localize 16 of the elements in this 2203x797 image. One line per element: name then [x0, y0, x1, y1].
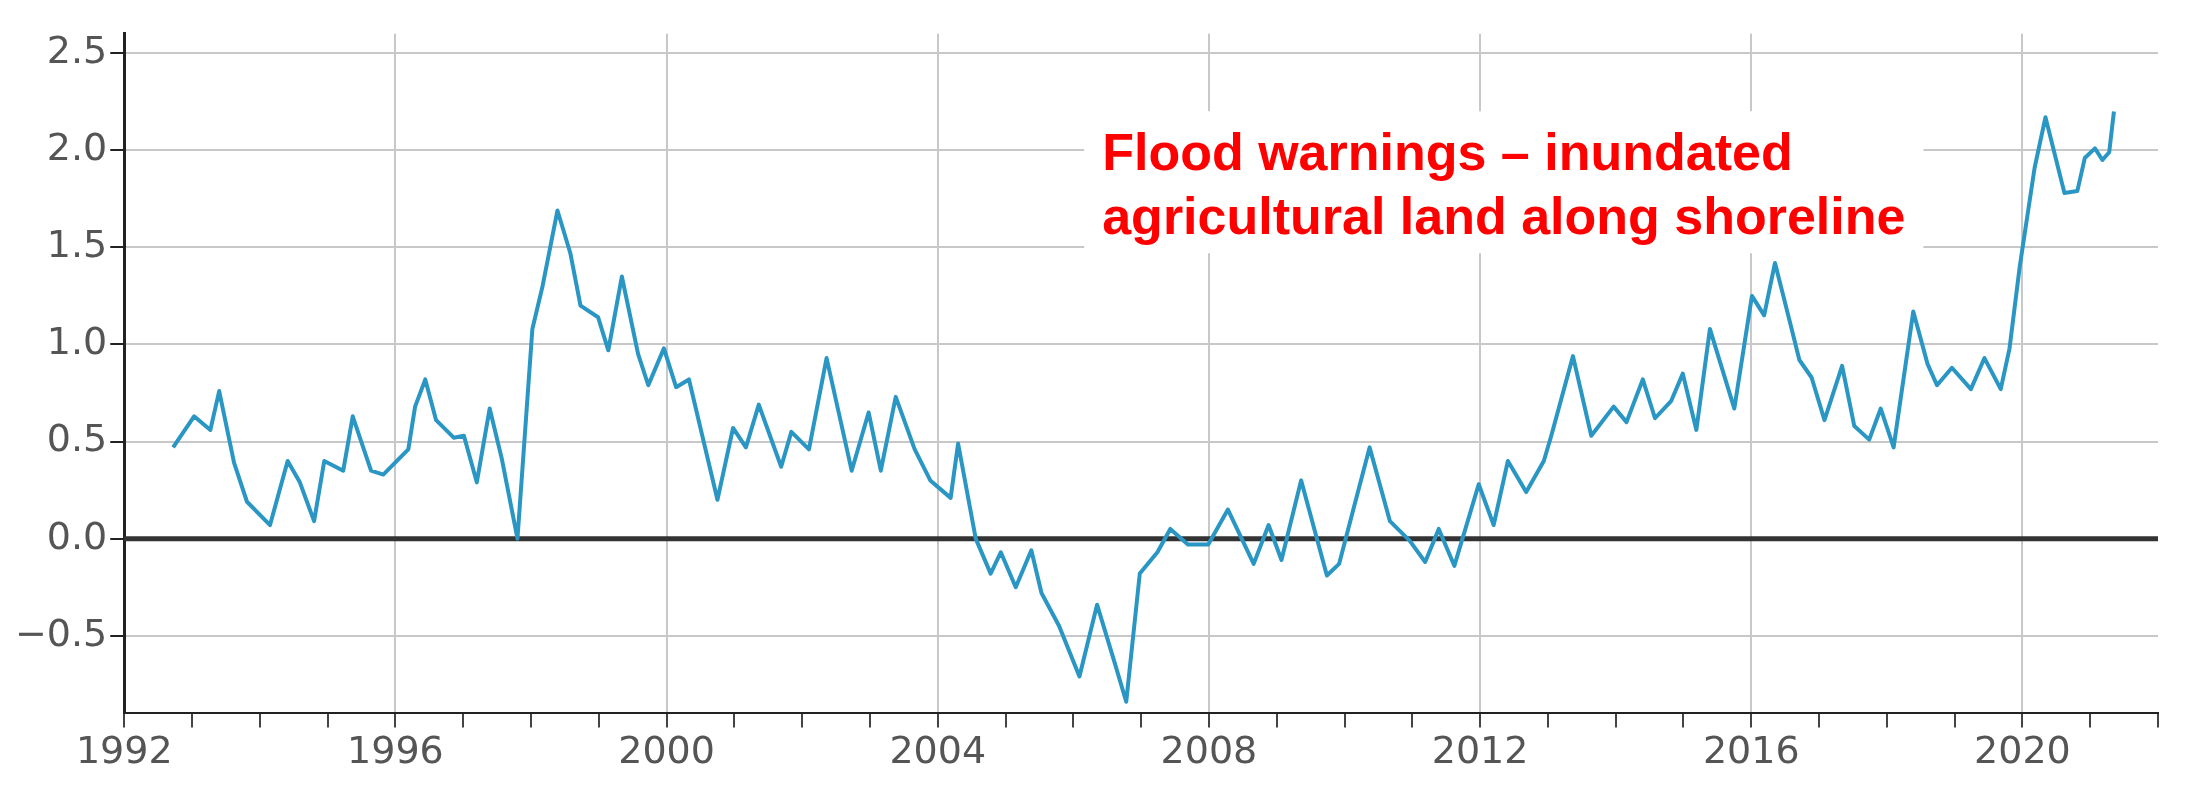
- x-tick-label: 2020: [1974, 728, 2071, 773]
- y-tick-label: 2.0: [46, 125, 108, 170]
- y-tick-label: 0.5: [46, 416, 108, 461]
- x-tick-label: 2000: [618, 728, 715, 773]
- y-tick-label: 2.5: [46, 28, 108, 73]
- x-tick-label: 1992: [75, 728, 173, 773]
- x-tick-label: 2016: [1702, 728, 1800, 773]
- x-tick-label: 2004: [889, 728, 987, 773]
- annotation: Flood warnings – inundated agricultural land along shoreline: [1102, 122, 1906, 245]
- y-tick-label: 1.0: [46, 319, 108, 364]
- y-tick-label: −0.5: [14, 610, 108, 655]
- y-tick-label: 1.5: [46, 222, 108, 267]
- x-tick-label: 2008: [1160, 728, 1258, 773]
- y-tick-label: 0.0: [46, 513, 108, 558]
- x-tick-label: 1996: [347, 728, 444, 773]
- x-tick-label: 2012: [1431, 728, 1529, 773]
